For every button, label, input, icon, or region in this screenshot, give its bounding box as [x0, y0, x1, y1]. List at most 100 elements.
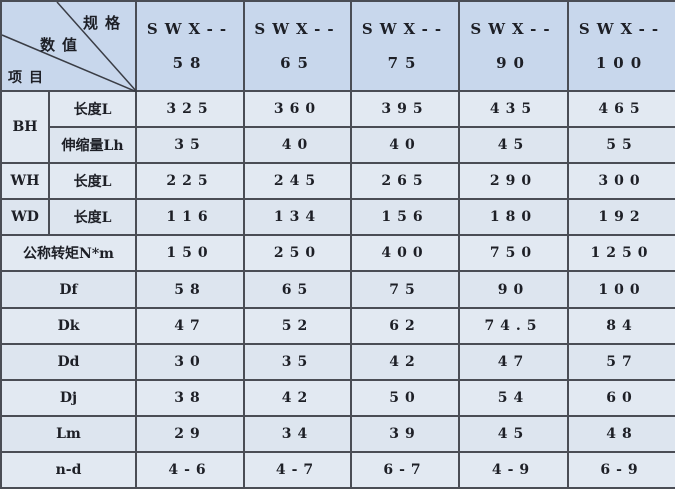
model-line1: SWX--: [470, 20, 557, 39]
value-cell: 45: [458, 126, 569, 165]
value-cell: 180: [458, 198, 569, 237]
table-row: Dk 47 52 62 74.5 84: [0, 306, 675, 345]
group-label: WH: [0, 162, 50, 201]
value-cell: 42: [243, 378, 352, 417]
value-cell: 38: [135, 378, 245, 417]
value-cell: 45: [458, 414, 569, 453]
corner-value: 数值: [40, 36, 85, 54]
value-cell: 300: [567, 162, 675, 201]
value-cell: 325: [135, 90, 245, 129]
row-label: n-d: [0, 450, 137, 489]
model-line2: 100: [595, 54, 649, 73]
row-label: 长度L: [48, 162, 137, 201]
value-cell: 54: [458, 378, 569, 417]
value-cell: 435: [458, 90, 569, 129]
table-row: Df 58 65 75 90 100: [0, 270, 675, 309]
group-label: BH: [0, 90, 50, 165]
value-cell: 42: [350, 342, 460, 381]
corner-item: 项目: [8, 70, 50, 87]
diagonal-lines: [2, 2, 137, 92]
row-label: Dd: [0, 342, 137, 381]
model-line1: SWX--: [361, 20, 449, 39]
value-cell: 48: [567, 414, 675, 453]
value-cell: 40: [243, 126, 352, 165]
value-cell: 250: [243, 234, 352, 273]
row-label: Lm: [0, 414, 137, 453]
model-header: SWX-- 65: [243, 0, 352, 93]
value-cell: 50: [350, 378, 460, 417]
table-row: Dj 38 42 50 54 60: [0, 378, 675, 417]
value-cell: 290: [458, 162, 569, 201]
value-cell: 6-9: [567, 450, 675, 489]
row-label: 长度L: [48, 90, 137, 129]
value-cell: 62: [350, 306, 460, 345]
value-cell: 4-6: [135, 450, 245, 489]
value-cell: 35: [243, 342, 352, 381]
table-row: WD 长度L 116 134 156 180 192: [0, 198, 675, 237]
value-cell: 192: [567, 198, 675, 237]
value-cell: 29: [135, 414, 245, 453]
model-line1: SWX--: [254, 20, 341, 39]
model-line2: 90: [496, 54, 531, 73]
value-cell: 360: [243, 90, 352, 129]
value-cell: 75: [350, 270, 460, 309]
value-cell: 84: [567, 306, 675, 345]
value-cell: 750: [458, 234, 569, 273]
group-label: WD: [0, 198, 50, 237]
value-cell: 52: [243, 306, 352, 345]
table-row: Dd 30 35 42 47 57: [0, 342, 675, 381]
value-cell: 134: [243, 198, 352, 237]
value-cell: 395: [350, 90, 460, 129]
value-cell: 39: [350, 414, 460, 453]
table-row: BH 长度L 325 360 395 435 465: [0, 90, 675, 165]
value-cell: 47: [135, 306, 245, 345]
value-cell: 225: [135, 162, 245, 201]
value-cell: 100: [567, 270, 675, 309]
value-cell: 150: [135, 234, 245, 273]
table-row: 公称转矩N*m 150 250 400 750 1250: [0, 234, 675, 273]
model-header: SWX-- 100: [567, 0, 675, 93]
value-cell: 74.5: [458, 306, 569, 345]
value-cell: 4-9: [458, 450, 569, 489]
table-row: n-d 4-6 4-7 6-7 4-9 6-9: [0, 450, 675, 489]
value-cell: 116: [135, 198, 245, 237]
model-line1: SWX--: [146, 20, 234, 39]
model-header: SWX-- 58: [135, 0, 245, 93]
row-label: Dj: [0, 378, 137, 417]
value-cell: 55: [567, 126, 675, 165]
value-cell: 465: [567, 90, 675, 129]
value-cell: 47: [458, 342, 569, 381]
value-cell: 40: [350, 126, 460, 165]
header-row: 规格 数值 项目 SWX-- 58 SWX-- 65 SWX-- 75 SWX-- 90…: [0, 0, 675, 93]
value-cell: 245: [243, 162, 352, 201]
value-cell: 35: [135, 126, 245, 165]
value-cell: 30: [135, 342, 245, 381]
row-label: 长度L: [48, 198, 137, 237]
model-header: SWX-- 90: [458, 0, 569, 93]
table-row: 伸缩量Lh 35 40 40 45 55: [1, 126, 675, 165]
row-label: 伸缩量Lh: [48, 126, 137, 165]
row-label: Df: [0, 270, 137, 309]
value-cell: 265: [350, 162, 460, 201]
value-cell: 400: [350, 234, 460, 273]
value-cell: 60: [567, 378, 675, 417]
row-label: 公称转矩N*m: [0, 234, 137, 273]
value-cell: 57: [567, 342, 675, 381]
model-line2: 58: [172, 54, 208, 73]
value-cell: 65: [243, 270, 352, 309]
row-label: Dk: [0, 306, 137, 345]
table-row: Lm 29 34 39 45 48: [0, 414, 675, 453]
value-cell: 58: [135, 270, 245, 309]
value-cell: 90: [458, 270, 569, 309]
model-line2: 65: [280, 54, 315, 73]
value-cell: 6-7: [350, 450, 460, 489]
value-cell: 4-7: [243, 450, 352, 489]
corner-spec: 规格: [82, 14, 127, 32]
value-cell: 156: [350, 198, 460, 237]
model-header: SWX-- 75: [350, 0, 460, 93]
model-line2: 75: [387, 54, 423, 73]
value-cell: 1250: [567, 234, 675, 273]
value-cell: 34: [243, 414, 352, 453]
corner-cell: 规格 数值 项目: [0, 0, 137, 93]
